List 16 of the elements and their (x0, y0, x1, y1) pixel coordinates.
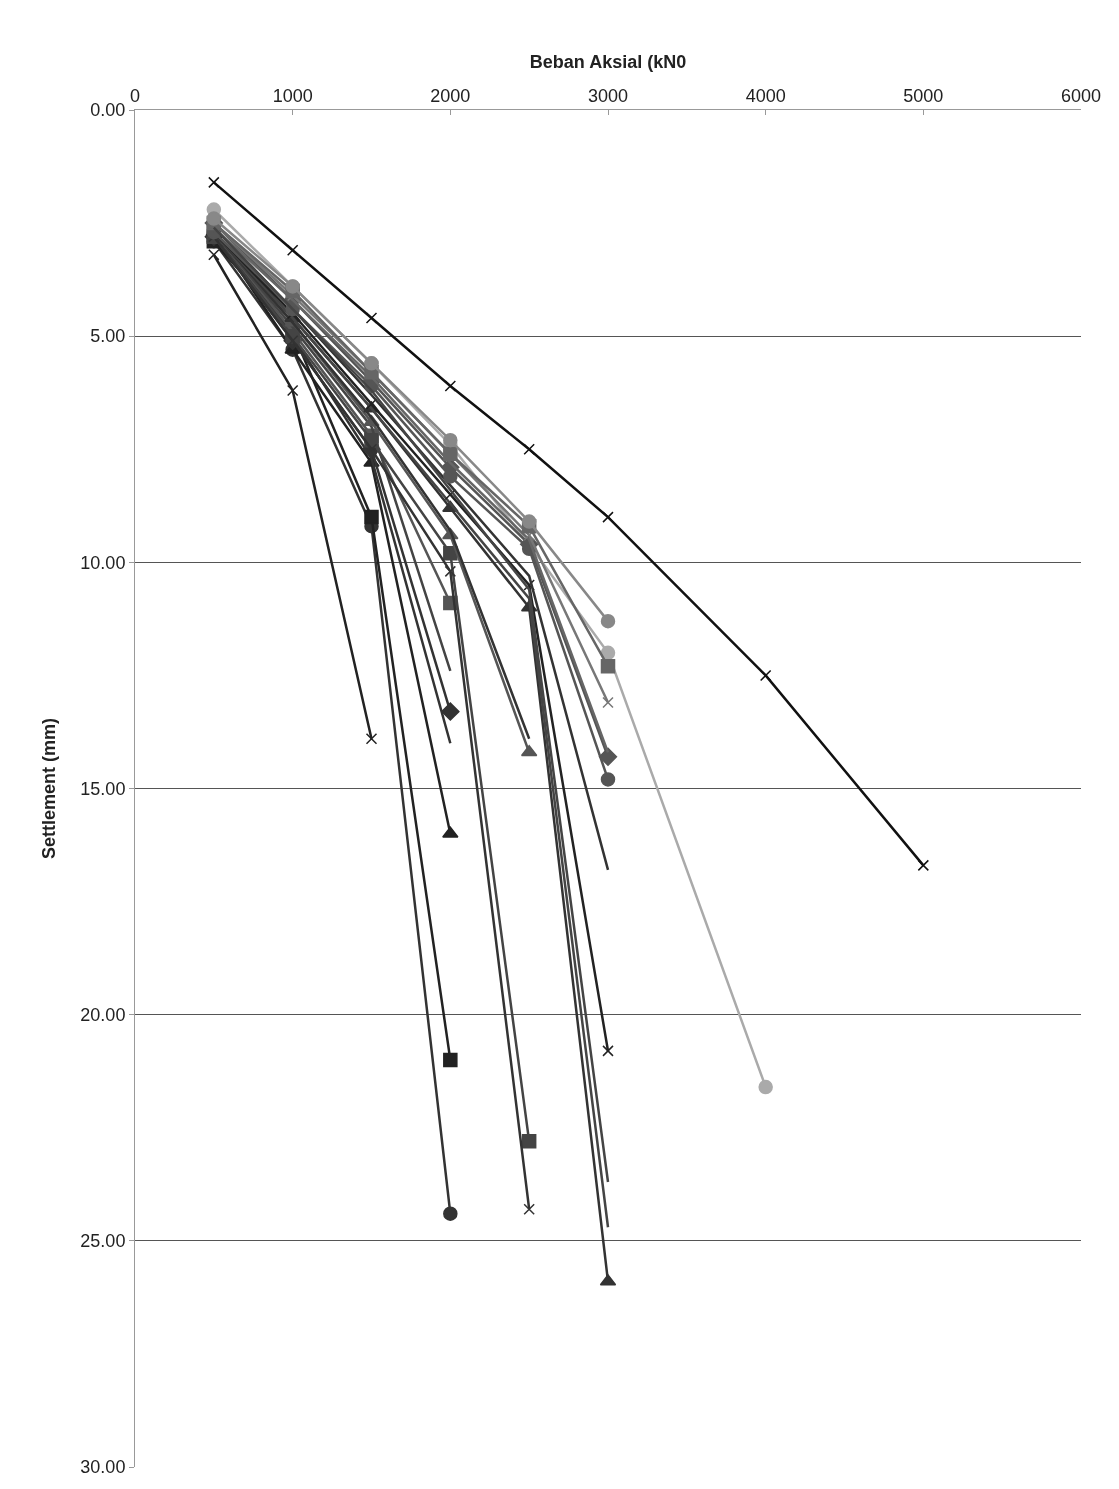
y-axis-title: Settlement (mm) (38, 717, 59, 860)
x-tick-label: 3000 (587, 85, 629, 106)
y-tick-label: 30.00 (80, 1457, 126, 1478)
x-tick-label: 2000 (430, 85, 471, 106)
y-tick-label: 20.00 (80, 1004, 126, 1025)
x-tick-label: 1000 (272, 85, 313, 106)
y-tick-label: 0.00 (90, 100, 126, 121)
y-tick-label: 5.00 (90, 326, 126, 347)
x-tick-label: 0 (129, 85, 141, 106)
x-tick-label: 5000 (903, 85, 944, 106)
x-axis-title: Beban Aksial (kN0 (529, 52, 687, 72)
x-tick-label: 6000 (1060, 85, 1102, 106)
y-tick-label: 10.00 (80, 552, 126, 573)
y-tick-label: 25.00 (80, 1231, 126, 1252)
y-tick-label: 15.00 (80, 778, 126, 799)
x-tick-label: 4000 (745, 85, 786, 106)
